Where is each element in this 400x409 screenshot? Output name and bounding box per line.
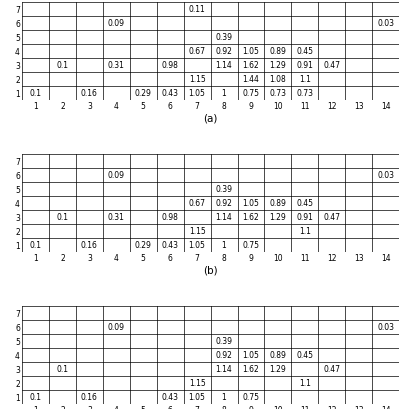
Text: 0.29: 0.29	[135, 89, 152, 98]
Text: 0.89: 0.89	[270, 351, 286, 360]
Text: 0.1: 0.1	[30, 89, 42, 98]
Text: 0.09: 0.09	[108, 18, 125, 27]
Text: 1.15: 1.15	[189, 74, 206, 83]
Text: 1.15: 1.15	[189, 227, 206, 236]
Text: 0.16: 0.16	[81, 89, 98, 98]
Text: 0.1: 0.1	[56, 61, 68, 70]
Text: 0.1: 0.1	[56, 213, 68, 222]
Text: 1.14: 1.14	[216, 213, 232, 222]
Text: 0.31: 0.31	[108, 213, 125, 222]
Text: 0.39: 0.39	[216, 33, 232, 42]
Text: 0.09: 0.09	[108, 171, 125, 180]
Text: 1.1: 1.1	[299, 227, 311, 236]
Text: 0.03: 0.03	[377, 323, 394, 332]
Text: 0.11: 0.11	[189, 4, 206, 13]
Text: 1.05: 1.05	[242, 47, 260, 56]
Text: 0.75: 0.75	[242, 393, 260, 402]
Text: 1.1: 1.1	[299, 74, 311, 83]
Text: 1.05: 1.05	[189, 240, 206, 249]
Text: 0.1: 0.1	[30, 240, 42, 249]
Text: 0.47: 0.47	[323, 364, 340, 373]
Text: 1: 1	[222, 89, 226, 98]
Text: 1: 1	[222, 240, 226, 249]
Text: 0.47: 0.47	[323, 61, 340, 70]
Text: 0.91: 0.91	[296, 61, 313, 70]
Text: 0.75: 0.75	[242, 240, 260, 249]
Text: 0.89: 0.89	[270, 198, 286, 208]
X-axis label: (a): (a)	[204, 114, 218, 124]
Text: 1.44: 1.44	[242, 74, 260, 83]
X-axis label: (b): (b)	[203, 266, 218, 276]
Text: 0.73: 0.73	[296, 89, 313, 98]
Text: 1: 1	[222, 393, 226, 402]
Text: 1.05: 1.05	[189, 393, 206, 402]
Text: 0.92: 0.92	[216, 47, 232, 56]
Text: 1.05: 1.05	[189, 89, 206, 98]
Text: 0.45: 0.45	[296, 47, 313, 56]
Text: 0.92: 0.92	[216, 351, 232, 360]
Text: 1.29: 1.29	[270, 213, 286, 222]
Text: 0.16: 0.16	[81, 240, 98, 249]
Text: 0.1: 0.1	[56, 364, 68, 373]
Text: 0.47: 0.47	[323, 213, 340, 222]
Text: 0.39: 0.39	[216, 337, 232, 346]
Text: 0.67: 0.67	[189, 47, 206, 56]
Text: 0.92: 0.92	[216, 198, 232, 208]
Text: 1.29: 1.29	[270, 61, 286, 70]
Text: 0.43: 0.43	[162, 393, 179, 402]
Text: 0.89: 0.89	[270, 47, 286, 56]
Text: 1.29: 1.29	[270, 364, 286, 373]
Text: 0.43: 0.43	[162, 89, 179, 98]
Text: 1.1: 1.1	[299, 379, 311, 388]
Text: 0.75: 0.75	[242, 89, 260, 98]
Text: 1.05: 1.05	[242, 198, 260, 208]
Text: 0.09: 0.09	[108, 323, 125, 332]
Text: 0.29: 0.29	[135, 240, 152, 249]
Text: 0.45: 0.45	[296, 198, 313, 208]
Text: 0.73: 0.73	[270, 89, 286, 98]
Text: 0.1: 0.1	[30, 393, 42, 402]
Text: 1.14: 1.14	[216, 61, 232, 70]
Text: 0.03: 0.03	[377, 18, 394, 27]
Text: 0.98: 0.98	[162, 61, 179, 70]
Text: 0.45: 0.45	[296, 351, 313, 360]
Text: 0.67: 0.67	[189, 198, 206, 208]
Text: 1.62: 1.62	[243, 364, 259, 373]
Text: 0.98: 0.98	[162, 213, 179, 222]
Text: 0.31: 0.31	[108, 61, 125, 70]
Text: 1.62: 1.62	[243, 213, 259, 222]
Text: 1.15: 1.15	[189, 379, 206, 388]
Text: 0.91: 0.91	[296, 213, 313, 222]
Text: 1.62: 1.62	[243, 61, 259, 70]
Text: 1.08: 1.08	[270, 74, 286, 83]
Text: 0.03: 0.03	[377, 171, 394, 180]
Text: 1.14: 1.14	[216, 364, 232, 373]
Text: 0.16: 0.16	[81, 393, 98, 402]
Text: 0.39: 0.39	[216, 184, 232, 193]
Text: 0.43: 0.43	[162, 240, 179, 249]
Text: 1.05: 1.05	[242, 351, 260, 360]
